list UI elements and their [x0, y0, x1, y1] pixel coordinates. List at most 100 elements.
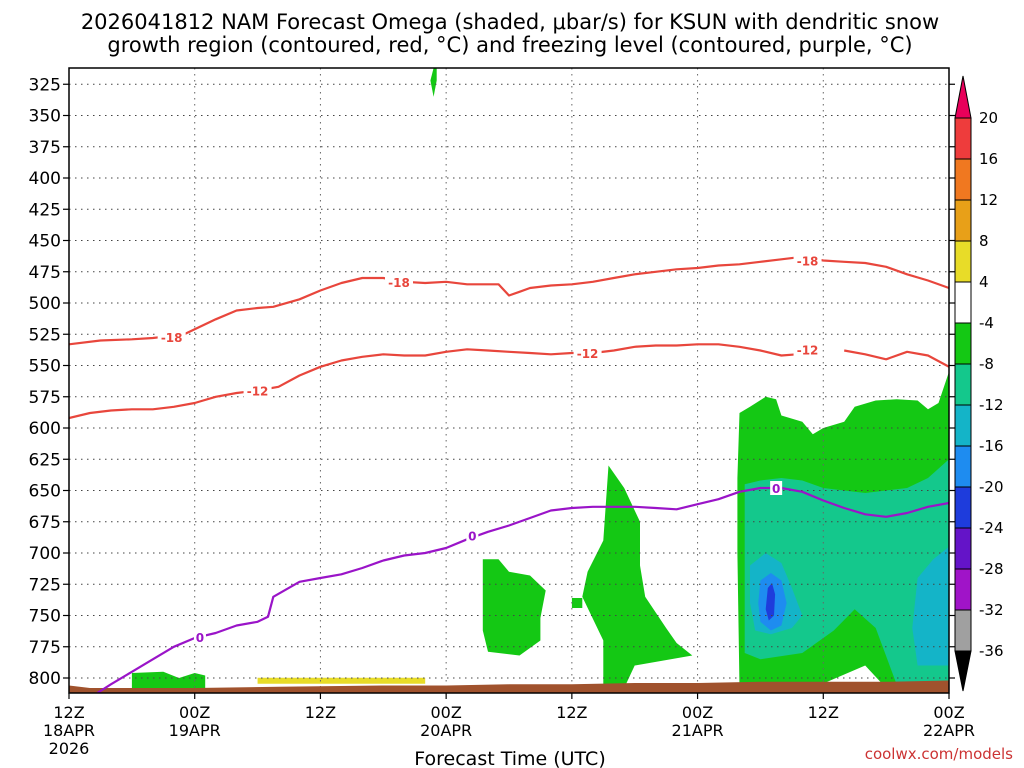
colorbar-label-0: 20	[979, 109, 998, 127]
contour-labels: -18 -18 -18 -12 -12 -12 0 0 0	[157, 253, 822, 645]
colorbar-box-5	[954, 322, 972, 365]
colorbar-label-4: 4	[979, 273, 989, 291]
colorbar-box-2	[954, 199, 972, 242]
contour--12-1	[69, 343, 798, 420]
colorbar-label-9: -20	[979, 478, 1004, 496]
colorbar-label-5: -4	[979, 314, 994, 332]
x-tick-label-60-1: 21APR	[672, 721, 724, 740]
omega-region-10	[765, 583, 776, 621]
colorbar-label-7: -12	[979, 396, 1004, 414]
contour-label-bg-7	[466, 528, 479, 543]
contour-label-1: -18	[388, 276, 410, 290]
contour-label-0: -18	[161, 331, 183, 345]
y-tick-label-325: 325	[29, 75, 61, 95]
colorbar-label-11: -28	[979, 560, 1004, 578]
contour-label-8: 0	[772, 482, 780, 496]
omega-shading	[131, 68, 949, 693]
gridlines	[69, 68, 949, 693]
x-tick-label-12-1: 19APR	[169, 721, 221, 740]
x-tick-label-72-0: 12Z	[808, 703, 839, 722]
colorbar-label-3: 8	[979, 232, 989, 250]
contour--18-0	[69, 255, 949, 346]
colorbar-box-0	[954, 117, 972, 160]
credit-text: coolwx.com/models	[865, 745, 1013, 763]
chart-title-line2: growth region (contoured, red, °C) and f…	[107, 33, 912, 57]
contour-label-bg-3	[243, 383, 272, 398]
y-tick-label-525: 525	[29, 325, 61, 345]
contour--12-1-b	[844, 349, 949, 368]
y-tick-label-750: 750	[29, 607, 61, 627]
colorbar-box-3	[954, 240, 972, 283]
y-tick-label-675: 675	[29, 513, 61, 533]
x-tick-label-0-2: 2026	[49, 739, 90, 758]
contour-label-7: 0	[468, 530, 476, 544]
contour-label-bg-6	[193, 629, 206, 644]
y-tick-label-700: 700	[29, 544, 61, 564]
x-tick-label-60-0: 00Z	[682, 703, 713, 722]
x-tick-label-0-0: 12Z	[53, 703, 84, 722]
omega-region-1	[131, 671, 206, 688]
x-tick-label-84-0: 00Z	[933, 703, 964, 722]
contour-0-2	[96, 486, 949, 693]
colorbar-label-6: -8	[979, 355, 994, 373]
colorbar-label-12: -32	[979, 601, 1004, 619]
x-tick-label-36-0: 00Z	[430, 703, 461, 722]
colorbar: 20 16 12 8 4 -4 -8 -12 -16 -20 -24 -28 -32 -36	[954, 75, 1004, 692]
colorbar-label-10: -24	[979, 519, 1004, 537]
contour-label-2: -18	[797, 255, 819, 269]
colorbar-box-1	[954, 158, 972, 201]
contour-label-bg-1	[385, 274, 413, 289]
y-tick-label-550: 550	[29, 357, 61, 377]
contour-label-bg-2	[793, 253, 822, 268]
colorbar-box-10	[954, 527, 972, 570]
y-axis: 325 350 375 400 425 450 475 500 525 550 575 600 625 6…	[29, 75, 955, 689]
terrain-fill	[69, 680, 949, 693]
y-tick-label-775: 775	[29, 638, 61, 658]
y-tick-label-375: 375	[29, 138, 61, 158]
x-tick-label-12-0: 00Z	[179, 703, 210, 722]
omega-region-3	[571, 598, 583, 608]
y-tick-label-650: 650	[29, 482, 61, 502]
colorbar-box-12	[954, 609, 972, 652]
colorbar-bottom-arrow	[954, 650, 972, 692]
colorbar-box-8	[954, 445, 972, 488]
x-tick-label-48-0: 12Z	[556, 703, 587, 722]
x-tick-label-36-1: 20APR	[420, 721, 472, 740]
omega-region-8	[912, 546, 949, 666]
y-tick-label-625: 625	[29, 450, 61, 470]
y-tick-label-350: 350	[29, 107, 61, 127]
x-tick-label-24-0: 12Z	[305, 703, 336, 722]
contour-label-bg-4	[573, 346, 602, 360]
chart-title-line1: 2026041812 NAM Forecast Omega (shaded, μ…	[81, 10, 939, 34]
colorbar-label-8: -16	[979, 437, 1004, 455]
colorbar-label-1: 16	[979, 150, 998, 168]
y-tick-label-600: 600	[29, 419, 61, 439]
x-tick-label-0-1: 18APR	[43, 721, 95, 740]
y-tick-label-725: 725	[29, 575, 61, 595]
x-axis-title: Forecast Time (UTC)	[414, 748, 605, 768]
omega-region-4	[582, 465, 693, 693]
contour-label-3: -12	[247, 385, 269, 399]
colorbar-box-11	[954, 568, 972, 611]
contour-label-5: -12	[797, 343, 819, 357]
y-tick-label-450: 450	[29, 232, 61, 252]
omega-region-0	[430, 68, 437, 97]
colorbar-box-7	[954, 404, 972, 447]
contour-label-6: 0	[196, 631, 204, 645]
contour-label-bg-5	[793, 342, 822, 357]
contour-label-4: -12	[577, 347, 599, 361]
colorbar-label-13: -36	[979, 642, 1004, 660]
y-tick-label-800: 800	[29, 669, 61, 689]
colorbar-top-arrow	[954, 75, 972, 119]
terrain	[69, 680, 949, 693]
colorbar-box-4	[954, 281, 972, 324]
contour-label-bg-8	[770, 481, 783, 495]
y-tick-label-575: 575	[29, 388, 61, 408]
colorbar-box-9	[954, 486, 972, 529]
contour-label-bg-0	[157, 329, 186, 344]
colorbar-label-2: 12	[979, 191, 998, 209]
colorbar-box-6	[954, 363, 972, 406]
y-tick-label-475: 475	[29, 263, 61, 283]
